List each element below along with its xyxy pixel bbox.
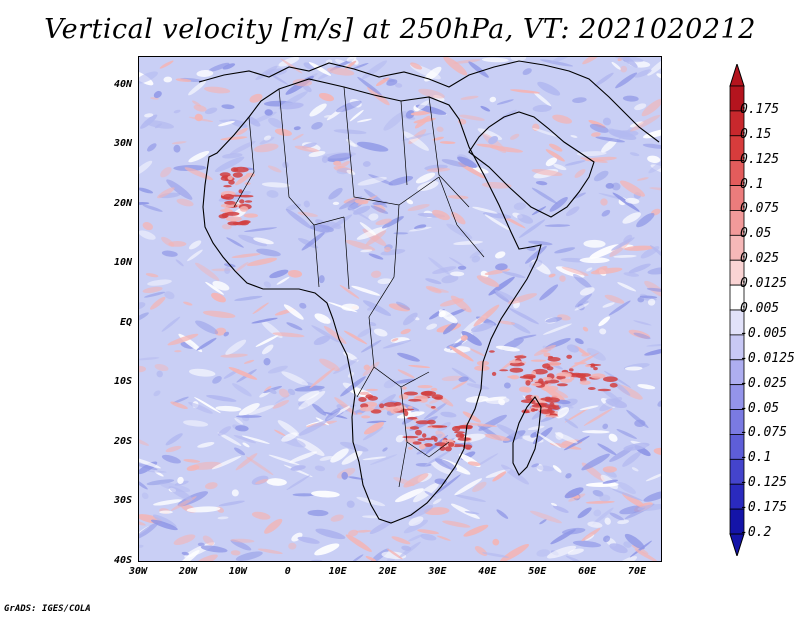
lat-tick-label: EQ — [119, 316, 132, 328]
madagascar-coastline — [512, 396, 542, 476]
colorbar-tick-label: 0.125 — [740, 151, 780, 167]
colorbar-tick-label: -0.005 — [740, 325, 787, 341]
lat-tick-label: 40N — [113, 78, 132, 90]
lon-tick-label: 10W — [228, 566, 247, 577]
lon-tick-label: 20W — [178, 566, 197, 577]
colorbar-tick-label: -0.025 — [740, 375, 787, 391]
lon-tick-label: 30W — [128, 566, 148, 577]
velocity-shading-layer — [139, 57, 661, 561]
africa-coastline — [202, 78, 542, 524]
lat-tick-label: 10S — [113, 376, 132, 388]
coastline-layer — [198, 60, 660, 524]
chart-title: Vertical velocity [m/s] at 250hPa, VT: 2… — [44, 14, 756, 45]
colorbar-tick-label: 0.025 — [740, 251, 780, 267]
colorbar-tick-label: -0.0125 — [740, 350, 795, 366]
lon-tick-label: 0 — [284, 566, 291, 577]
colorbar-tick-label: 0.0125 — [740, 276, 787, 292]
colorbar-tick-label: 0.05 — [740, 226, 772, 242]
colorbar-tick-label: -0.05 — [740, 400, 780, 416]
colorbar-tick-label: 0.175 — [740, 101, 780, 117]
grads-credit: GrADS: IGES/COLA — [4, 604, 91, 614]
lat-tick-label: 30S — [113, 495, 132, 507]
colorbar-bottom-arrow — [729, 533, 745, 556]
colorbar-tick-label: 0.1 — [740, 176, 764, 192]
colorbar-tick-label: -0.175 — [740, 500, 787, 516]
map-panel — [138, 56, 662, 562]
vertical-velocity-field — [139, 57, 661, 561]
lon-tick-label: 70E — [628, 566, 647, 577]
colorbar-tick-label: 0.075 — [740, 201, 780, 217]
europe-coastline — [198, 60, 660, 143]
lat-tick-label: 30N — [113, 138, 132, 150]
lat-tick-label: 20N — [113, 197, 132, 209]
lat-tick-label: 40S — [113, 555, 132, 566]
colorbar-swatches — [729, 64, 745, 556]
lon-tick-label: 40E — [478, 566, 497, 577]
colorbar-tick-label: 0.005 — [740, 301, 780, 316]
country-borders — [233, 86, 485, 488]
colorbar-tick-label: 0.15 — [740, 126, 772, 142]
colorbar-tick-label: -0.075 — [740, 425, 787, 441]
lon-tick-label: 60E — [578, 566, 597, 577]
arabia-coastline — [468, 111, 595, 218]
colorbar-tick-label: -0.2 — [740, 525, 772, 540]
lat-tick-label: 20S — [113, 435, 132, 447]
lon-tick-label: 50E — [528, 566, 547, 577]
colorbar-top-arrow — [729, 64, 745, 87]
lon-tick-label: 30E — [428, 566, 447, 577]
colorbar — [729, 64, 745, 556]
lon-tick-label: 20E — [378, 566, 397, 577]
colorbar-tick-label: -0.125 — [740, 475, 787, 491]
colorbar-tick-label: -0.1 — [740, 450, 772, 466]
lon-tick-label: 10E — [328, 566, 347, 577]
lat-tick-label: 10N — [113, 257, 132, 269]
